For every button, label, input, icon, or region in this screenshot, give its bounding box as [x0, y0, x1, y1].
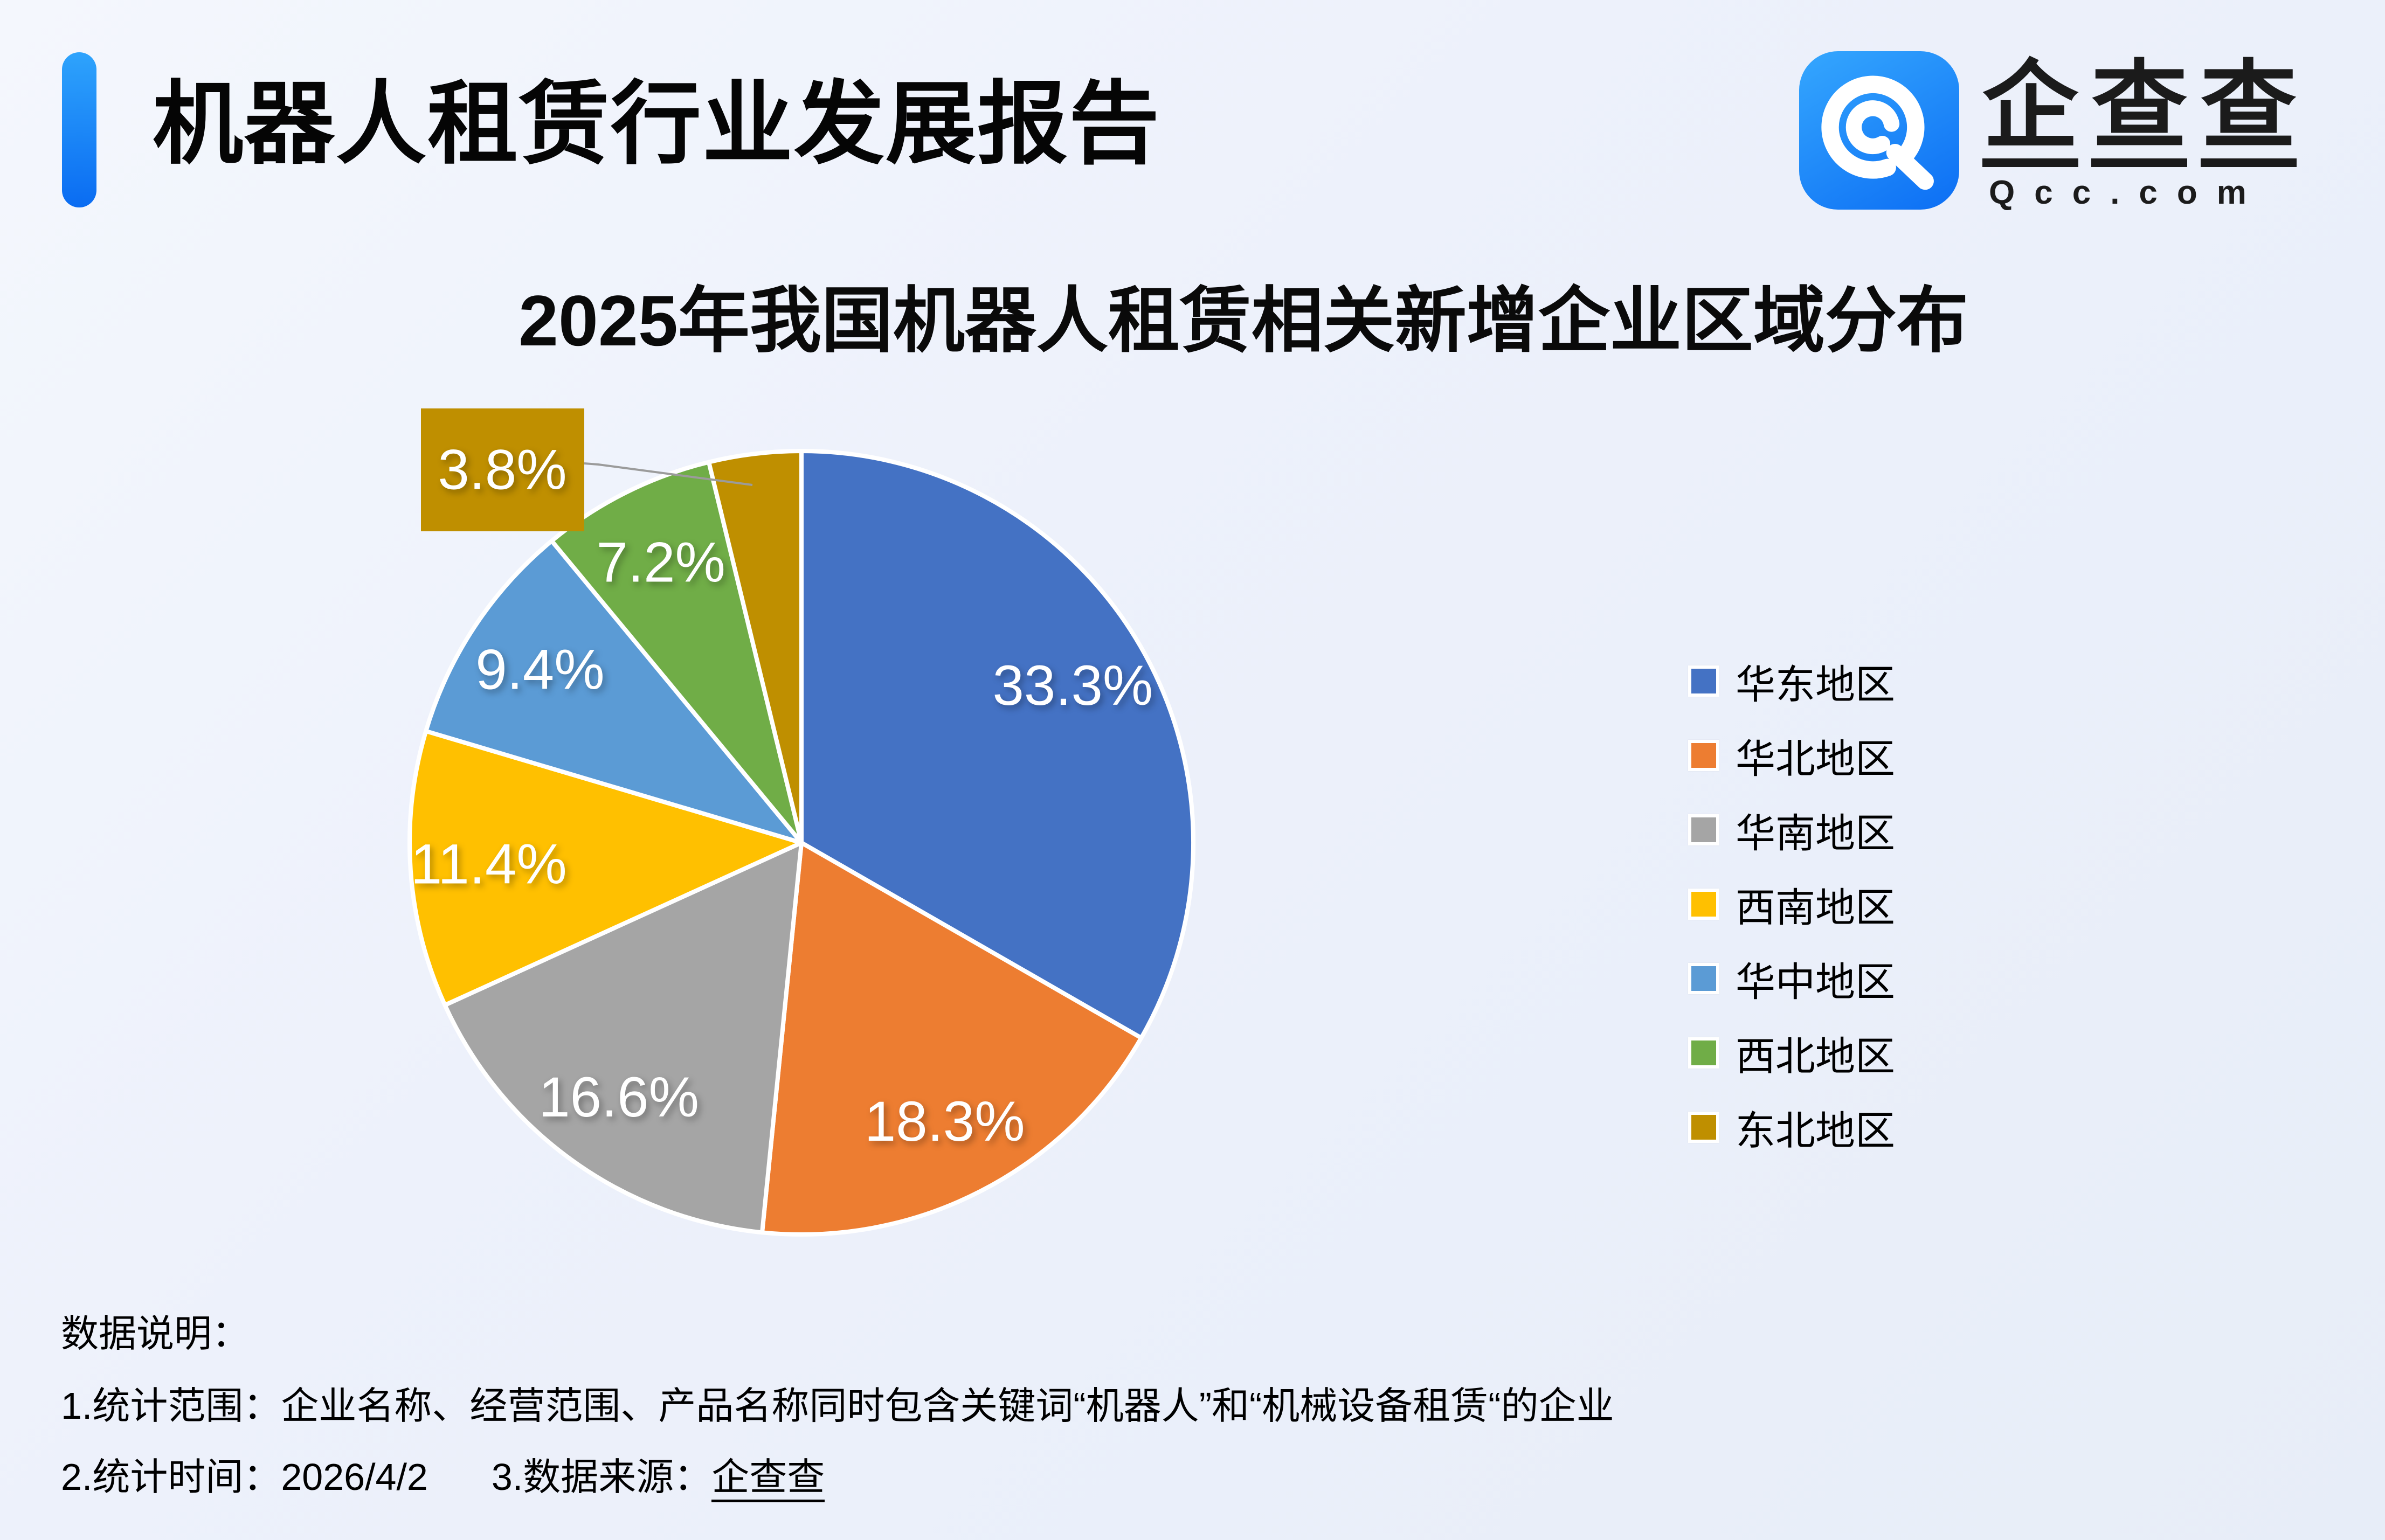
- legend-swatch: [1688, 889, 1719, 920]
- qcc-domain: Qcc.com: [1989, 174, 2266, 211]
- pie-svg: 33.3% 18.3% 16.6% 11.4% 9.4% 7.2% 3.8%: [407, 408, 1196, 1237]
- legend-swatch: [1688, 1112, 1719, 1143]
- pie-label: 7.2%: [597, 531, 725, 594]
- legend-swatch: [1688, 814, 1719, 845]
- title-accent-bar: [62, 52, 96, 207]
- page-title: 机器人租赁行业发展报告: [153, 73, 1160, 175]
- legend-item-华南地区: 华南地区: [1688, 809, 1895, 856]
- pie-slice-华中地区: [424, 538, 804, 845]
- pie-label: 16.6%: [538, 1066, 699, 1129]
- callout-box-东北地区: [421, 408, 584, 531]
- legend-label: 华中地区: [1736, 959, 1895, 1004]
- legend-item-华北地区: 华北地区: [1688, 735, 1895, 781]
- brand-char: 查: [2200, 58, 2297, 167]
- notes-line-1: 1.统计范围：企业名称、经营范围、产品名称同时包含关键词“机器人”和“机械设备租…: [61, 1385, 1614, 1427]
- legend-label: 西北地区: [1736, 1033, 1895, 1079]
- pie-slice-西南地区: [407, 729, 804, 1008]
- legend-swatch: [1688, 665, 1719, 697]
- legend-swatch: [1688, 963, 1719, 994]
- legend-label: 华北地区: [1736, 736, 1895, 781]
- callout-label: 3.8%: [438, 439, 566, 502]
- notes-line2-time: 2.统计时间：2026/4/2: [61, 1456, 428, 1498]
- pie-slice-华南地区: [443, 841, 804, 1235]
- pie-slice-东北地区: [707, 449, 804, 845]
- legend-swatch: [1688, 1037, 1719, 1069]
- legend-swatch: [1688, 740, 1719, 771]
- pie-slice-华北地区: [760, 841, 1144, 1237]
- legend: 华东地区华北地区华南地区西南地区华中地区西北地区东北地区: [1688, 661, 1895, 1181]
- pie-label: 33.3%: [993, 654, 1153, 717]
- legend-item-西南地区: 西南地区: [1688, 884, 1895, 930]
- legend-label: 华东地区: [1736, 662, 1895, 707]
- notes-line2-brand: 企查查: [711, 1456, 825, 1502]
- legend-label: 华南地区: [1736, 810, 1895, 856]
- qcc-logo: [1799, 51, 1959, 210]
- pie-label: 18.3%: [865, 1090, 1025, 1153]
- pie-slice-华东地区: [799, 449, 1196, 1040]
- legend-item-华东地区: 华东地区: [1688, 661, 1895, 707]
- pie-chart: 33.3% 18.3% 16.6% 11.4% 9.4% 7.2% 3.8%: [377, 388, 1218, 1272]
- brand-char: 查: [2091, 58, 2188, 167]
- legend-label: 西南地区: [1736, 885, 1895, 930]
- pie-slice-西北地区: [549, 460, 804, 845]
- legend-item-西北地区: 西北地区: [1688, 1032, 1895, 1079]
- legend-item-华中地区: 华中地区: [1688, 958, 1895, 1004]
- notes-line2-source-label: 3.数据来源：: [491, 1456, 712, 1498]
- pie-label: 9.4%: [475, 639, 604, 702]
- chart-title: 2025年我国机器人租赁相关新增企业区域分布: [519, 281, 1968, 361]
- legend-label: 东北地区: [1736, 1108, 1895, 1153]
- legend-item-东北地区: 东北地区: [1688, 1107, 1895, 1153]
- notes-heading: 数据说明：: [61, 1313, 250, 1355]
- notes-line-2: 2.统计时间：2026/4/2 3.数据来源：企查查: [61, 1456, 825, 1502]
- qcc-q-spiral-icon: [1821, 75, 1934, 190]
- brand-char: 企: [1982, 58, 2078, 167]
- callout-leader-line: [584, 462, 753, 486]
- qcc-brand-name: 企 查 查: [1982, 58, 2307, 167]
- pie-label: 11.4%: [411, 833, 567, 896]
